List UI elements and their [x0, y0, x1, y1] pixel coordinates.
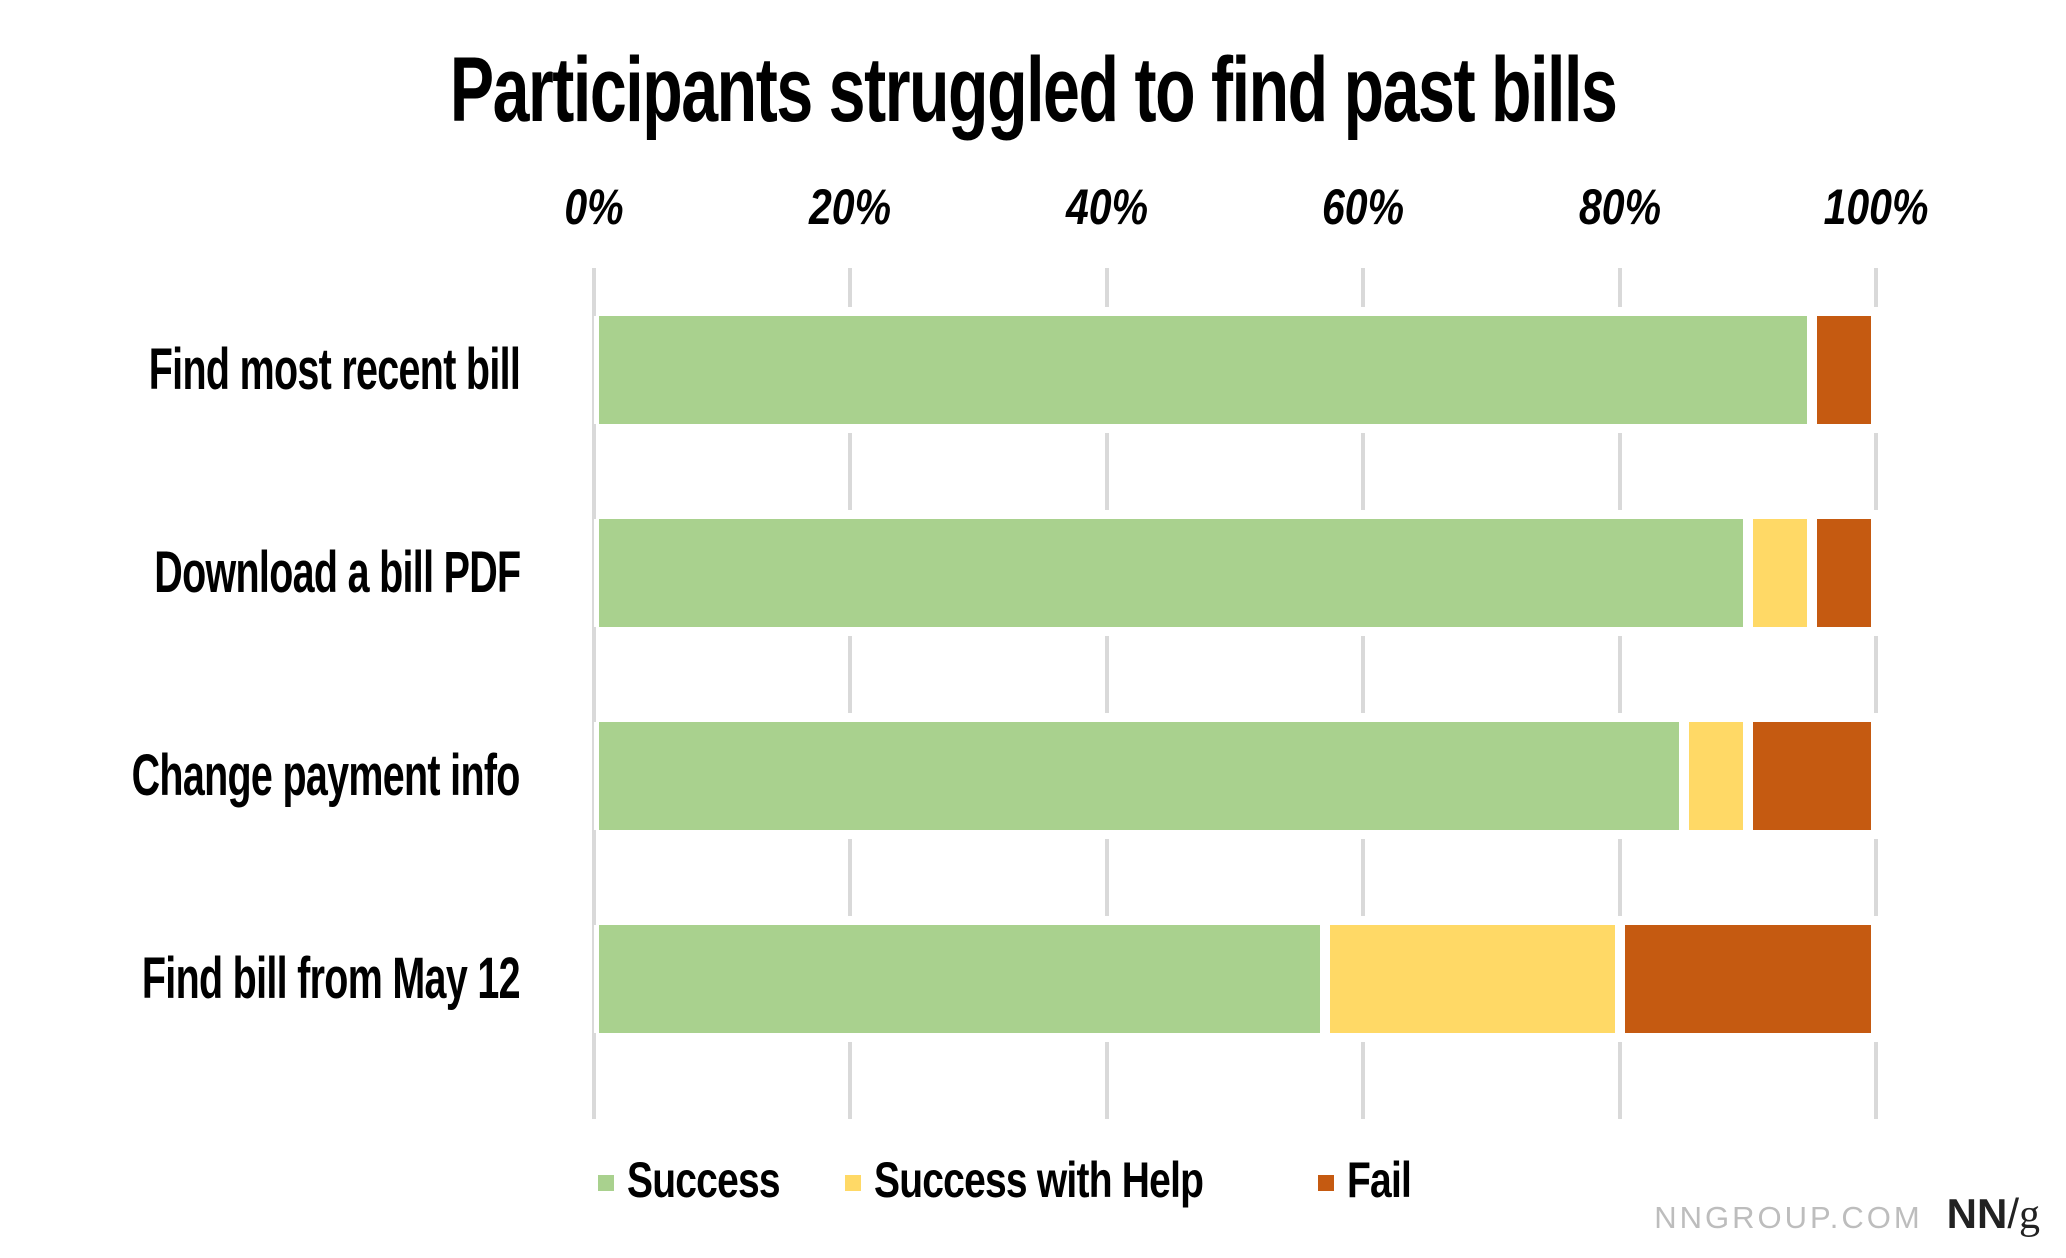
legend: Success Success with Help Fail — [598, 1148, 1429, 1212]
gridline-tick — [1361, 1042, 1366, 1119]
bar-row — [594, 316, 1876, 424]
gridline-tick — [848, 1042, 853, 1119]
gridline-tick — [1361, 636, 1366, 713]
gridline-tick — [1617, 268, 1622, 307]
gridline-tick — [1617, 433, 1622, 510]
category-label: Download a bill PDF — [0, 519, 521, 627]
gridline-tick — [1874, 1042, 1878, 1119]
gridline-tick — [1617, 636, 1622, 713]
nng-logo-slash: / — [2007, 1190, 2019, 1237]
gridline-tick — [1874, 268, 1878, 307]
category-label: Find bill from May 12 — [0, 925, 521, 1033]
gridline-tick — [848, 433, 853, 510]
bar-row — [594, 519, 1876, 627]
gridline-tick — [848, 268, 853, 307]
legend-swatch-fail — [1317, 1175, 1334, 1191]
nng-logo: NN/g — [1947, 1190, 2040, 1239]
category-label-text: Find most recent bill — [148, 337, 521, 402]
gridline-tick — [1361, 433, 1366, 510]
category-label: Find most recent bill — [0, 316, 521, 424]
gridline-tick — [1617, 1042, 1622, 1119]
gridline-tick — [848, 636, 853, 713]
nng-logo-nn: NN — [1946, 1190, 2008, 1237]
bar-segment-success-with-help — [1683, 722, 1748, 830]
gridline-tick — [1104, 433, 1109, 510]
bar-row — [594, 925, 1876, 1033]
bar-segment-success — [594, 519, 1748, 627]
legend-swatch-success-with-help — [844, 1175, 861, 1191]
gridline-tick — [1104, 1042, 1109, 1119]
category-label: Change payment info — [0, 722, 521, 830]
category-label-text: Change payment info — [131, 743, 521, 808]
x-tick-label: 60% — [1322, 179, 1405, 235]
legend-label-success-with-help: Success with Help — [873, 1152, 1204, 1208]
gridline-tick — [1874, 433, 1878, 510]
x-axis-line — [592, 268, 596, 1119]
gridline-tick — [1361, 268, 1366, 307]
legend-swatch-success — [598, 1175, 614, 1191]
x-tick-label: 0% — [564, 179, 624, 235]
category-label-text: Download a bill PDF — [153, 540, 521, 605]
nng-logo-g: g — [2019, 1192, 2040, 1238]
gridline-tick — [1617, 839, 1622, 916]
gridline-tick — [1104, 636, 1109, 713]
footer-site-text: NNGROUP.COM — [1654, 1200, 1923, 1235]
x-tick-label: 20% — [809, 179, 892, 235]
bar-segment-success — [594, 316, 1812, 424]
bar-segment-success — [594, 722, 1684, 830]
legend-item-success-with-help: Success with Help — [844, 1152, 1296, 1208]
bar-segment-fail — [1747, 722, 1876, 830]
chart-title-text: Participants struggled to find past bill… — [449, 39, 1618, 141]
legend-label-fail: Fail — [1346, 1152, 1412, 1208]
legend-item-success: Success — [598, 1155, 823, 1205]
gridline-tick — [848, 839, 853, 916]
legend-label-success: Success — [627, 1152, 781, 1208]
bar-segment-success-with-help — [1324, 925, 1620, 1033]
x-tick-label: 100% — [1823, 179, 1929, 235]
bar-segment-success-with-help — [1747, 519, 1812, 627]
bar-segment-fail — [1811, 316, 1876, 424]
chart-title: Participants struggled to find past bill… — [0, 44, 2066, 136]
gridline-tick — [1874, 839, 1878, 916]
x-tick-label: 40% — [1065, 179, 1148, 235]
bar-segment-success — [594, 925, 1325, 1033]
gridline-tick — [1104, 839, 1109, 916]
category-label-text: Find bill from May 12 — [142, 946, 521, 1011]
bar-row — [594, 722, 1876, 830]
footer: NNGROUP.COM NN/g — [1654, 1190, 2040, 1239]
bar-segment-fail — [1811, 519, 1876, 627]
x-tick-label: 80% — [1578, 179, 1661, 235]
bar-segment-fail — [1619, 925, 1876, 1033]
gridline-tick — [1361, 839, 1366, 916]
legend-item-fail: Fail — [1317, 1152, 1429, 1208]
gridline-tick — [1104, 268, 1109, 307]
gridline-tick — [1874, 636, 1878, 713]
